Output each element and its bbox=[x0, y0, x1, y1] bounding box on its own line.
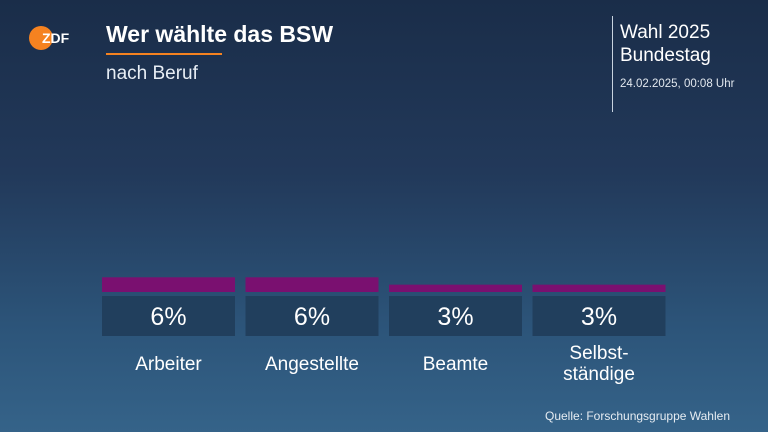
value-label-box bbox=[102, 296, 235, 336]
source-note: Quelle: Forschungsgruppe Wahlen bbox=[545, 409, 730, 423]
bar bbox=[245, 277, 379, 292]
logo-text: ZDF bbox=[42, 30, 70, 46]
value-label-box bbox=[245, 296, 379, 336]
category-label: Arbeiter bbox=[135, 354, 202, 375]
value-label: 3% bbox=[581, 303, 617, 331]
chart-subtitle: nach Beruf bbox=[106, 63, 198, 84]
category-label: Angestellte bbox=[265, 354, 359, 375]
bar bbox=[389, 284, 522, 292]
election-name: Wahl 2025 bbox=[620, 22, 711, 43]
chart-title: Wer wählte das BSW bbox=[106, 21, 334, 47]
zdf-logo: ZDF bbox=[29, 26, 70, 50]
value-label-box bbox=[389, 296, 522, 336]
bar bbox=[102, 277, 235, 292]
timestamp: 24.02.2025, 00:08 Uhr bbox=[620, 78, 735, 90]
election-chamber: Bundestag bbox=[620, 45, 711, 66]
value-label: 3% bbox=[437, 303, 473, 331]
election-info: Wahl 2025 Bundestag bbox=[620, 21, 711, 67]
category-label: Beamte bbox=[423, 354, 488, 375]
value-label: 6% bbox=[294, 303, 330, 331]
value-label-box bbox=[532, 296, 666, 336]
value-label: 6% bbox=[150, 303, 186, 331]
header-divider bbox=[612, 16, 613, 112]
logo-circle bbox=[29, 26, 53, 50]
title-underline bbox=[106, 53, 222, 55]
category-label: Selbst-ständige bbox=[563, 343, 635, 385]
bar bbox=[532, 284, 666, 292]
